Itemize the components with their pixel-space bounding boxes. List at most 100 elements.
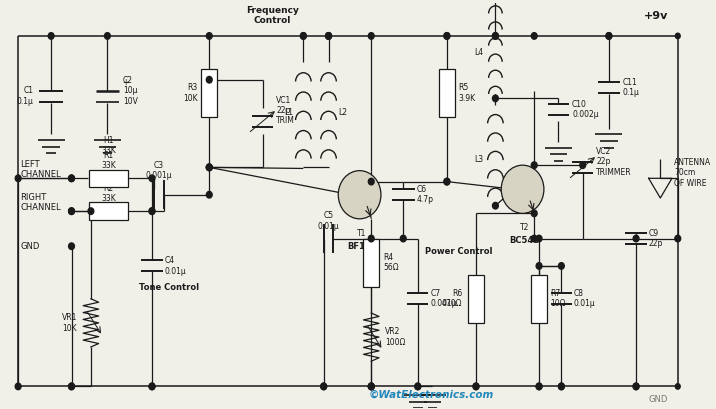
Text: ANTENNA
70cm
OF WIRE: ANTENNA 70cm OF WIRE [674, 158, 711, 188]
Circle shape [368, 235, 374, 242]
Circle shape [301, 33, 306, 39]
Circle shape [493, 33, 498, 39]
Circle shape [326, 33, 332, 39]
Text: +: + [122, 79, 128, 88]
Bar [439, 69, 455, 117]
Circle shape [149, 383, 155, 390]
Text: VC1
22p
TRIM: VC1 22p TRIM [276, 96, 295, 125]
Text: L1: L1 [285, 108, 294, 117]
Circle shape [69, 175, 74, 182]
Circle shape [633, 383, 639, 390]
Bar [531, 275, 547, 323]
Circle shape [493, 202, 498, 209]
Circle shape [558, 383, 564, 390]
Circle shape [675, 235, 681, 242]
Bar [89, 170, 127, 187]
Circle shape [558, 263, 564, 269]
Text: C9
22p: C9 22p [649, 229, 663, 248]
Bar [201, 69, 217, 117]
Text: R6
470Ω: R6 470Ω [442, 289, 463, 308]
Circle shape [633, 235, 639, 242]
Circle shape [206, 164, 212, 171]
Circle shape [368, 178, 374, 185]
Circle shape [580, 162, 586, 169]
Text: RIGHT
CHANNEL: RIGHT CHANNEL [20, 193, 61, 212]
Text: T2: T2 [520, 223, 529, 232]
Circle shape [444, 178, 450, 185]
Circle shape [69, 243, 74, 249]
Text: GND: GND [20, 242, 39, 251]
Text: R1
33K: R1 33K [101, 151, 116, 171]
Circle shape [531, 210, 537, 217]
Circle shape [493, 95, 498, 102]
Circle shape [69, 383, 74, 390]
Circle shape [206, 33, 212, 39]
Text: R3
10K: R3 10K [183, 83, 198, 103]
Circle shape [633, 383, 639, 390]
Text: VR2
100Ω: VR2 100Ω [384, 328, 405, 347]
Circle shape [536, 383, 542, 390]
Text: C8
0.01μ: C8 0.01μ [574, 289, 596, 308]
Circle shape [105, 33, 110, 39]
Text: R2
33K: R2 33K [101, 184, 116, 203]
Circle shape [69, 208, 74, 214]
Circle shape [473, 383, 479, 390]
Circle shape [326, 33, 332, 39]
Circle shape [206, 164, 212, 171]
Circle shape [69, 175, 74, 182]
Text: BC548: BC548 [510, 236, 540, 245]
Circle shape [531, 235, 537, 242]
Circle shape [415, 383, 421, 390]
Text: C6
4.7p: C6 4.7p [417, 185, 434, 204]
Circle shape [206, 191, 212, 198]
Circle shape [69, 383, 74, 390]
Circle shape [321, 383, 326, 390]
Circle shape [88, 208, 94, 214]
Text: +9v: +9v [644, 11, 668, 21]
Bar [364, 238, 379, 287]
Circle shape [536, 263, 542, 269]
Circle shape [531, 33, 537, 39]
Circle shape [368, 383, 374, 390]
Text: R5
3.9K: R5 3.9K [458, 83, 475, 103]
Circle shape [606, 33, 611, 39]
Circle shape [675, 33, 680, 39]
Circle shape [444, 33, 450, 39]
Text: Frequency
Control: Frequency Control [246, 6, 299, 25]
Text: C11
0.1μ: C11 0.1μ [622, 78, 639, 97]
Text: GND: GND [649, 395, 668, 404]
Circle shape [558, 383, 564, 390]
Text: Tone Control: Tone Control [140, 283, 200, 292]
Text: Power Control: Power Control [425, 247, 492, 256]
Circle shape [444, 33, 450, 39]
Circle shape [149, 175, 155, 182]
Text: H1
33K: H1 33K [101, 136, 116, 155]
Circle shape [326, 33, 332, 39]
Circle shape [400, 235, 406, 242]
Circle shape [15, 383, 21, 390]
Circle shape [301, 33, 306, 39]
Text: R4
56Ω: R4 56Ω [383, 253, 399, 272]
Text: L2: L2 [338, 108, 347, 117]
Circle shape [675, 384, 680, 389]
Text: C4
0.01μ: C4 0.01μ [165, 256, 186, 276]
Circle shape [531, 162, 537, 169]
Circle shape [493, 33, 498, 39]
Text: VC2
22p
TRIMMER: VC2 22p TRIMMER [596, 147, 632, 177]
Circle shape [338, 171, 381, 219]
Circle shape [501, 165, 544, 213]
Circle shape [368, 383, 374, 390]
Circle shape [69, 208, 74, 214]
Circle shape [149, 208, 155, 214]
Circle shape [368, 33, 374, 39]
Bar [468, 275, 484, 323]
Circle shape [321, 383, 326, 390]
Circle shape [206, 76, 212, 83]
Text: C3
0.001μ: C3 0.001μ [145, 161, 172, 180]
Circle shape [206, 164, 212, 171]
Circle shape [15, 175, 21, 182]
Text: C5
0.01μ: C5 0.01μ [318, 211, 339, 231]
Text: L3: L3 [475, 155, 484, 164]
Text: L4: L4 [475, 48, 484, 57]
Text: T1: T1 [357, 229, 366, 238]
